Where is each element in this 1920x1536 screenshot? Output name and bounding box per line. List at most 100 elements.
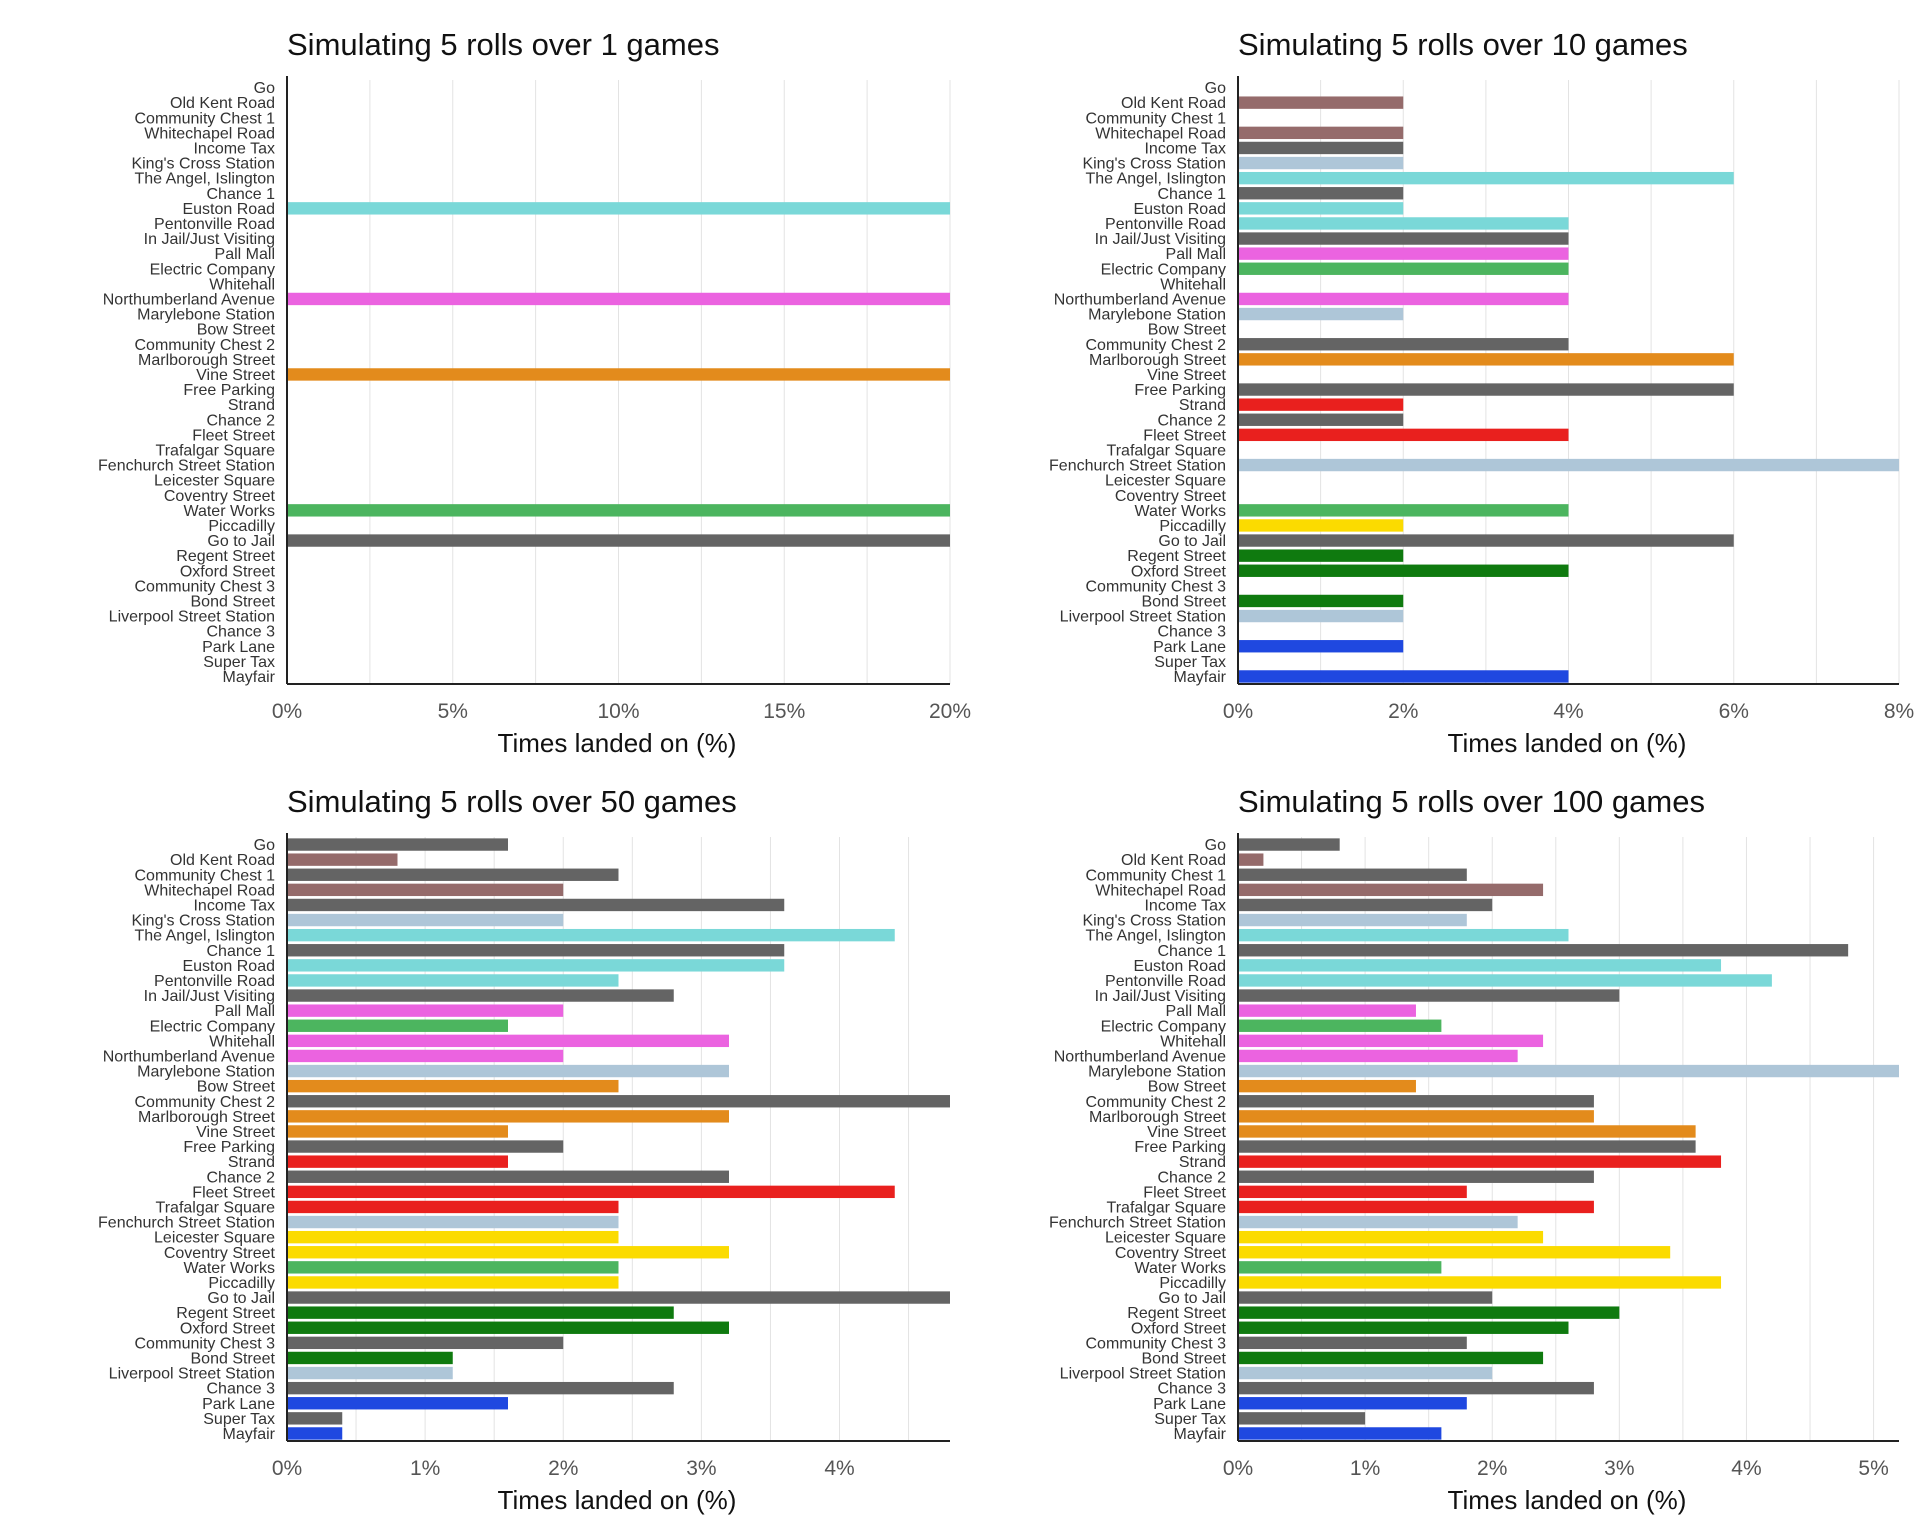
bar (287, 1049, 564, 1063)
chart-title: Simulating 5 rolls over 100 games (1238, 784, 1705, 819)
y-tick-label: Community Chest 1 (1086, 867, 1227, 884)
y-tick-label: Chance 1 (1158, 943, 1227, 960)
bar (287, 853, 398, 866)
y-tick-label: Fenchurch Street Station (1049, 458, 1226, 475)
bar (287, 1170, 729, 1183)
bar (1238, 1366, 1493, 1380)
bar (287, 1321, 729, 1334)
x-tick-label: 2% (1388, 700, 1418, 723)
bar (287, 974, 619, 987)
y-tick-label: Community Chest 2 (135, 1094, 276, 1111)
y-tick-label: Liverpool Street Station (109, 609, 275, 626)
bar (1238, 989, 1620, 1002)
bar (1238, 959, 1722, 972)
y-tick-label: Fleet Street (1143, 427, 1226, 444)
y-tick-label: Strand (228, 1154, 275, 1171)
y-tick-label: Electric Company (150, 1018, 275, 1035)
bar (1238, 549, 1404, 562)
bar (1238, 534, 1734, 547)
y-tick-label: Super Tax (1154, 1411, 1226, 1428)
y-tick-label: Park Lane (202, 639, 275, 656)
y-tick-label: Income Tax (1144, 897, 1226, 914)
y-tick-label: Community Chest 2 (1086, 337, 1227, 354)
bar (1238, 1412, 1366, 1425)
x-tick-label: 2% (548, 1457, 578, 1480)
x-axis-label: Times landed on (%) (498, 728, 737, 758)
bar (1238, 1215, 1518, 1229)
x-tick-label: 4% (1553, 700, 1583, 723)
y-tick-label: Regent Street (176, 548, 275, 565)
y-tick-label: Vine Street (196, 367, 275, 384)
bar (1238, 883, 1544, 897)
y-tick-label: Super Tax (203, 1411, 275, 1428)
bar (287, 1246, 729, 1259)
y-tick-label: Old Kent Road (1121, 852, 1226, 869)
y-tick-label: Community Chest 1 (135, 867, 276, 884)
y-tick-label: Piccadilly (208, 1275, 275, 1292)
y-tick-label: Liverpool Street Station (1060, 1366, 1226, 1383)
bar (1238, 974, 1772, 987)
bar (1238, 868, 1467, 881)
y-tick-label: Fleet Street (192, 1184, 275, 1201)
y-tick-label: Chance 3 (1158, 1381, 1227, 1398)
y-tick-label: Water Works (1134, 1260, 1226, 1277)
bar (1238, 913, 1467, 927)
bar (1238, 1351, 1544, 1365)
y-tick-label: Pall Mall (1166, 1003, 1226, 1020)
y-tick-label: Fleet Street (192, 427, 275, 444)
bar (287, 1261, 619, 1274)
bar (1238, 292, 1569, 306)
x-tick-label: 0% (272, 1457, 302, 1480)
y-tick-label: Fleet Street (1143, 1184, 1226, 1201)
y-tick-label: Piccadilly (1159, 518, 1226, 535)
bar (1238, 262, 1569, 275)
bar (1238, 413, 1404, 426)
y-tick-label: Electric Company (1101, 1018, 1226, 1035)
y-tick-label: Chance 2 (1158, 1169, 1227, 1186)
y-tick-label: In Jail/Just Visiting (144, 988, 275, 1005)
y-tick-label: Strand (1179, 1154, 1226, 1171)
y-tick-label: Electric Company (1101, 261, 1226, 278)
y-tick-label: Whitehall (1160, 1033, 1226, 1050)
y-tick-label: Oxford Street (1131, 563, 1227, 580)
x-tick-label: 4% (824, 1457, 854, 1480)
bar (1238, 383, 1734, 396)
bar (1238, 1381, 1594, 1395)
bar (1238, 126, 1404, 140)
y-tick-label: Marylebone Station (1088, 307, 1226, 324)
bar (287, 1336, 564, 1350)
x-tick-label: 2% (1477, 1457, 1507, 1480)
x-tick-label: 8% (1884, 700, 1914, 723)
bar (1238, 928, 1569, 942)
x-tick-label: 0% (1223, 1457, 1253, 1480)
y-tick-label: Oxford Street (180, 1320, 276, 1337)
bar (1238, 1397, 1467, 1410)
y-tick-label: Water Works (183, 503, 275, 520)
bar (287, 868, 619, 881)
y-tick-label: Marylebone Station (1088, 1064, 1226, 1081)
y-tick-label: Pentonville Road (154, 216, 275, 233)
y-tick-label: Water Works (1134, 503, 1226, 520)
bar (1238, 609, 1404, 623)
y-tick-label: Income Tax (193, 897, 275, 914)
bar (1238, 519, 1404, 532)
y-tick-label: Bond Street (191, 1350, 276, 1367)
bar (1238, 1095, 1594, 1108)
y-tick-label: Park Lane (1153, 639, 1226, 656)
y-tick-label: Coventry Street (164, 488, 276, 505)
bar (1238, 1200, 1594, 1214)
y-tick-label: Chance 3 (207, 624, 276, 641)
y-tick-label: Community Chest 2 (1086, 1094, 1227, 1111)
y-tick-label: Coventry Street (1115, 488, 1227, 505)
bar (1238, 1306, 1620, 1319)
bar (287, 1004, 564, 1017)
bar (1238, 594, 1404, 608)
y-tick-label: Free Parking (183, 382, 275, 399)
y-tick-label: Mayfair (223, 1426, 276, 1443)
bar (287, 368, 950, 381)
bar (287, 534, 950, 547)
y-tick-label: Mayfair (1174, 669, 1227, 686)
y-tick-label: Park Lane (202, 1396, 275, 1413)
